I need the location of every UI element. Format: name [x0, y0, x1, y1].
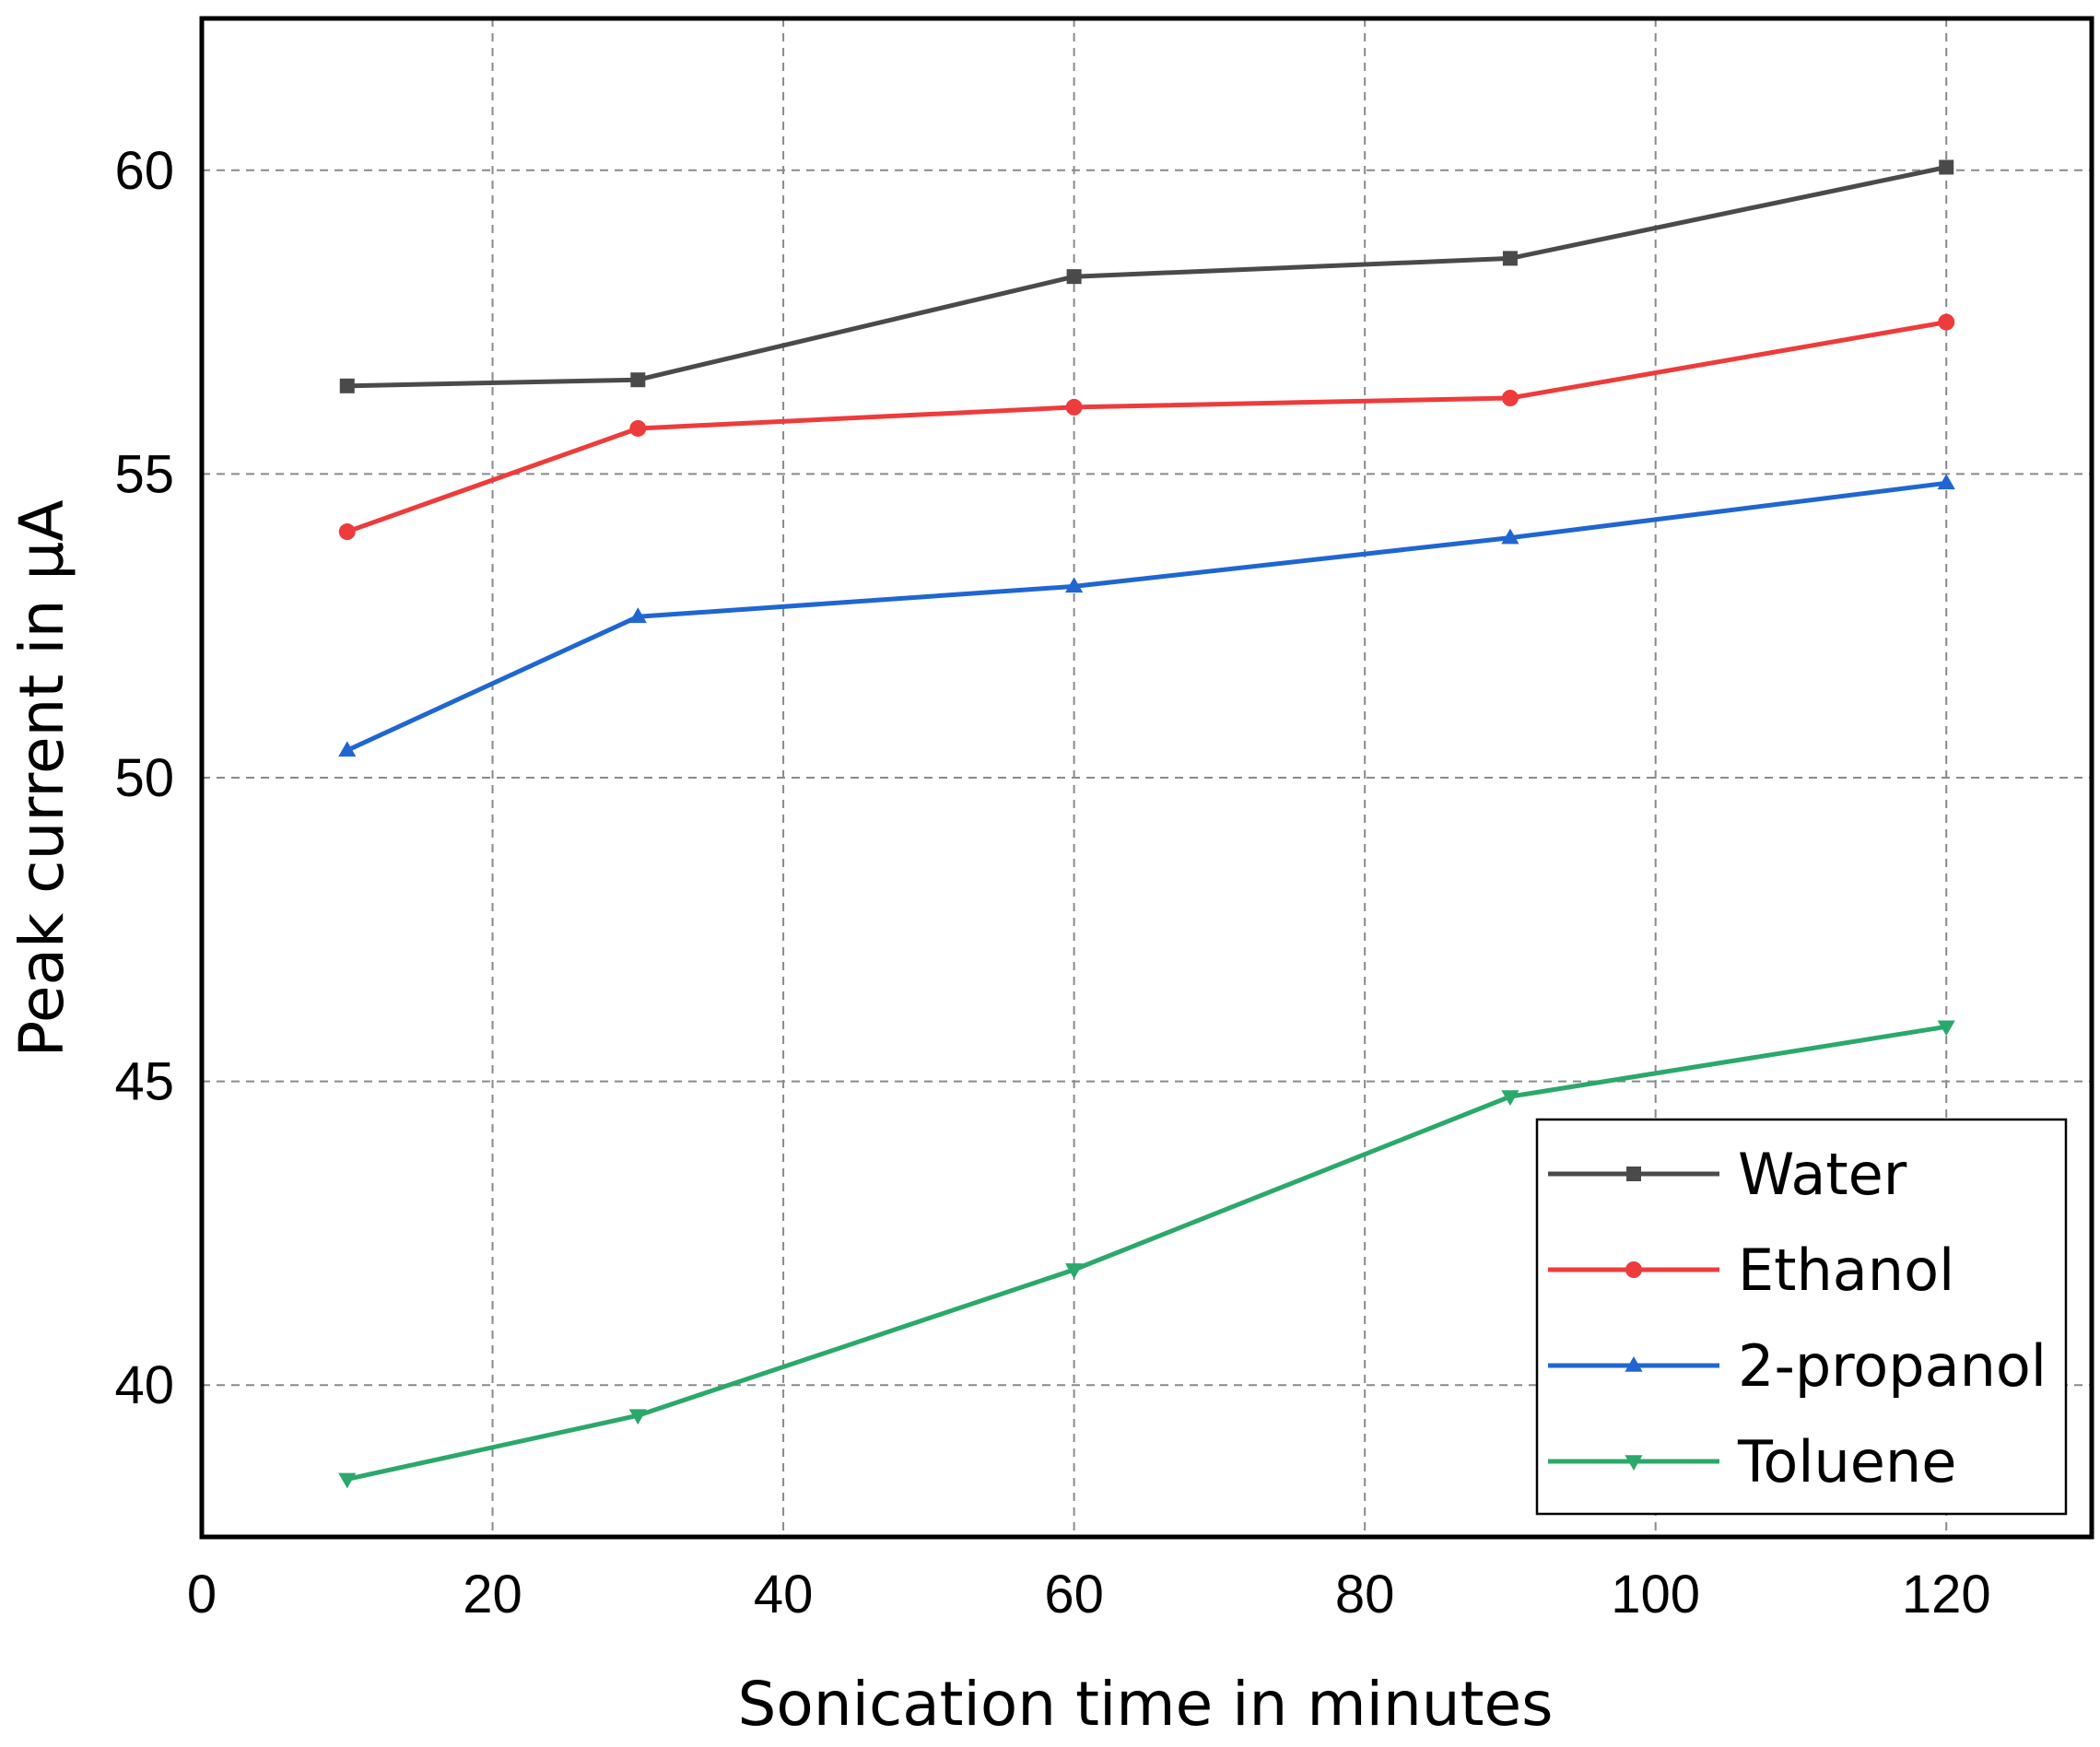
data-point-toluene — [338, 1472, 357, 1489]
legend-label: Water — [1738, 1141, 1907, 1208]
series-toluene — [338, 1020, 1955, 1489]
data-point-2-propanol — [1065, 577, 1084, 593]
series-line-water — [345, 165, 1949, 389]
series-ethanol — [338, 313, 1955, 541]
legend-items: Water Ethanol 2-propanol Toluene — [1548, 1141, 2047, 1495]
series-water — [339, 159, 1954, 393]
data-point-ethanol — [1938, 313, 1955, 331]
data-point-water — [1939, 159, 1954, 175]
x-tick-label: 80 — [1335, 1565, 1395, 1624]
plot-area-frame — [199, 16, 2094, 1540]
data-point-2-propanol — [628, 607, 647, 624]
x-tick-label: 0 — [187, 1565, 217, 1624]
y-axis-ticks: 40 45 50 55 60 — [114, 141, 174, 1415]
data-point-ethanol — [338, 523, 356, 541]
x-axis-ticks: 0 20 40 60 80 100 120 — [187, 1565, 1991, 1624]
x-tick-label: 100 — [1611, 1565, 1700, 1624]
series-2-propanol — [338, 474, 1955, 757]
x-tick-label: 40 — [754, 1565, 814, 1624]
data-point-2-propanol — [338, 741, 357, 757]
legend-label: Toluene — [1737, 1428, 1956, 1495]
x-tick-label: 60 — [1044, 1565, 1104, 1624]
legend: Water Ethanol 2-propanol Toluene — [1535, 1118, 2068, 1516]
y-tick-label: 55 — [114, 444, 174, 504]
data-point-water — [1066, 269, 1082, 285]
legend-item-2-propanol: 2-propanol — [1548, 1332, 2047, 1400]
y-axis-title: Peak current in µA — [6, 499, 77, 1057]
data-point-water — [339, 378, 355, 393]
grid-lines — [202, 18, 2092, 1537]
y-tick-label: 50 — [114, 748, 174, 808]
series-line-2-propanol — [345, 480, 1949, 753]
x-axis-title: Sonication time in minutes — [738, 1669, 1554, 1740]
legend-marker — [1625, 1261, 1642, 1278]
data-point-2-propanol — [1937, 474, 1955, 490]
data-point-water — [1502, 251, 1518, 266]
series-layer — [338, 159, 1955, 1489]
data-point-toluene — [1501, 1090, 1519, 1107]
legend-marker — [1626, 1167, 1641, 1181]
x-tick-label: 20 — [463, 1565, 522, 1624]
data-point-toluene — [628, 1409, 647, 1425]
y-tick-label: 40 — [114, 1355, 174, 1415]
legend-label: Ethanol — [1738, 1237, 1954, 1304]
legend-item-toluene: Toluene — [1548, 1428, 1956, 1495]
legend-label: 2-propanol — [1738, 1332, 2047, 1400]
legend-marker — [1625, 1455, 1643, 1471]
legend-item-water: Water — [1548, 1141, 1907, 1208]
data-point-toluene — [1065, 1263, 1084, 1279]
legend-marker — [1625, 1356, 1643, 1372]
data-point-toluene — [1937, 1020, 1955, 1037]
y-tick-label: 45 — [114, 1052, 174, 1112]
data-point-2-propanol — [1501, 528, 1519, 545]
y-tick-label: 60 — [114, 141, 174, 201]
data-point-ethanol — [1501, 390, 1519, 406]
data-point-ethanol — [1065, 398, 1083, 416]
x-tick-label: 120 — [1902, 1565, 1991, 1624]
data-point-ethanol — [629, 419, 647, 437]
data-point-water — [630, 372, 646, 388]
legend-item-ethanol: Ethanol — [1548, 1237, 1954, 1304]
series-line-ethanol — [345, 320, 1949, 534]
legend-box — [1535, 1118, 2068, 1516]
